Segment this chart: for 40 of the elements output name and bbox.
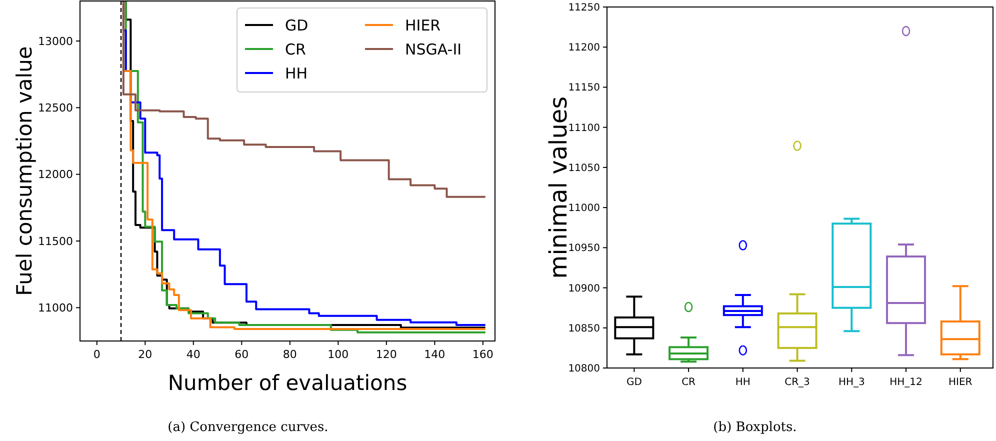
- legend-label: HIER: [405, 16, 441, 34]
- legend-label: NSGA-II: [405, 40, 462, 58]
- y-tick-label: 10800: [568, 364, 600, 374]
- y-tick-label: 11250: [568, 2, 600, 14]
- y-tick-label: 11000: [568, 203, 600, 214]
- y-tick-label: 10850: [568, 323, 600, 334]
- text: (b) Boxplots.: [713, 420, 797, 435]
- y-tick-label: 11150: [568, 82, 600, 94]
- y-tick-label: 11000: [38, 302, 73, 315]
- x-tick-label: 100: [328, 348, 349, 361]
- y-tick-label: 12500: [38, 102, 73, 115]
- y-tick-label: 12000: [38, 168, 73, 182]
- y-axis-title: Fuel consumption value: [12, 46, 36, 296]
- y-tick-label: 10950: [568, 243, 600, 254]
- x-tick-label: 80: [282, 348, 297, 361]
- y-tick-label: 11100: [568, 122, 600, 134]
- x-tick-label: 60: [234, 348, 249, 361]
- x-tick-label: 20: [138, 348, 152, 361]
- x-axis-title: Number of evaluations: [168, 371, 408, 395]
- y-tick-label: 10900: [568, 283, 600, 294]
- x-tick-label: CR_3: [784, 377, 810, 388]
- x-tick-label: 40: [186, 348, 200, 361]
- text: (a) Convergence curves.: [168, 420, 328, 435]
- y-tick-label: 13000: [38, 34, 73, 48]
- legend-label: GD: [285, 16, 308, 34]
- x-tick-label: HH_12: [890, 377, 922, 388]
- x-tick-label: 160: [472, 348, 494, 361]
- x-tick-label: 0: [93, 348, 100, 361]
- y-tick-label: 11500: [38, 234, 73, 248]
- legend-label: CR: [285, 40, 306, 58]
- x-tick-label: 140: [424, 348, 446, 361]
- x-tick-label: HIER: [948, 377, 972, 388]
- x-tick-label: HH: [735, 377, 750, 388]
- y-tick-label: 11200: [568, 42, 600, 54]
- y-tick-label: 11050: [568, 162, 600, 174]
- x-tick-label: HH_3: [838, 377, 865, 388]
- x-tick-label: 120: [376, 348, 397, 361]
- x-tick-label: CR: [682, 377, 696, 388]
- legend-label: HH: [285, 64, 308, 82]
- x-tick-label: GD: [626, 377, 642, 388]
